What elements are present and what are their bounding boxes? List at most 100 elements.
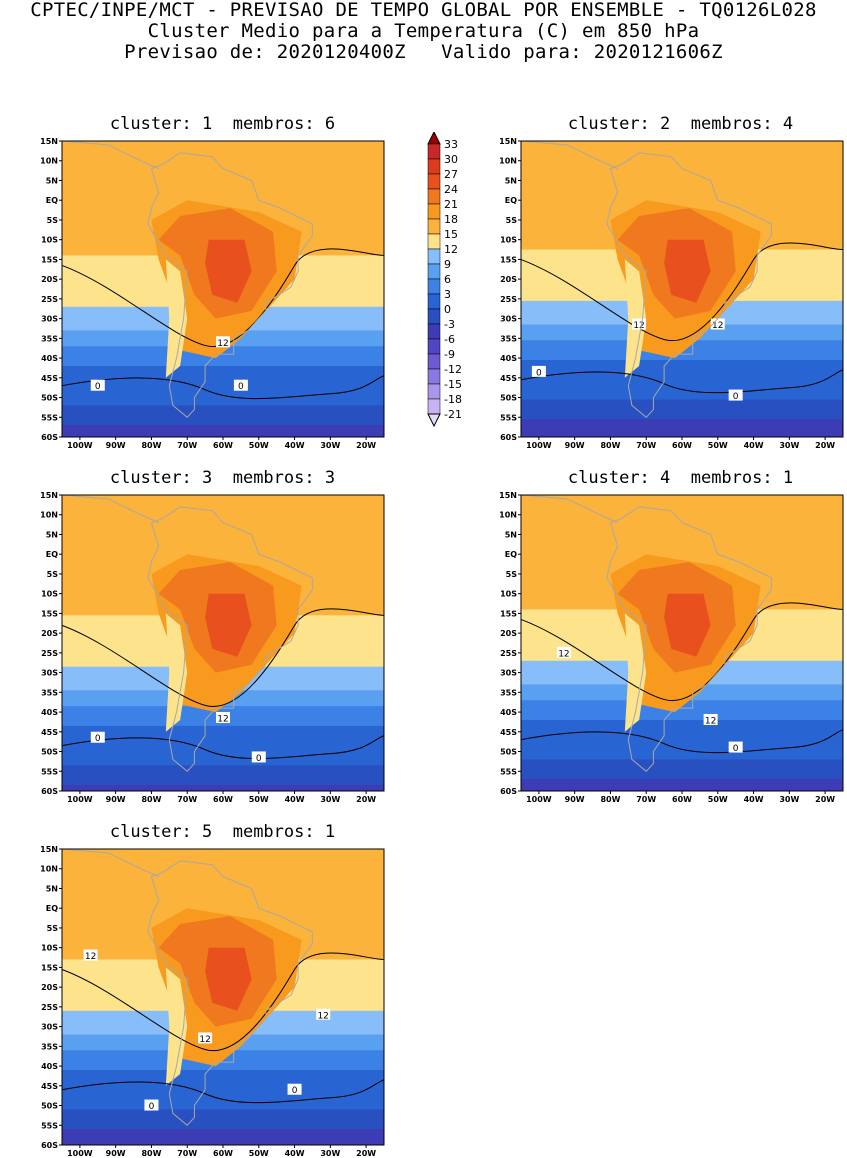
colorbar-swatch	[427, 323, 441, 340]
lat-tick-label: EQ	[46, 550, 58, 559]
contour-label: 12	[217, 339, 228, 349]
lat-tick-label: 30S	[41, 669, 58, 678]
lon-tick-label: 60W	[672, 441, 692, 450]
lat-tick-label: 5N	[46, 530, 58, 539]
lat-tick-label: 10S	[41, 944, 58, 953]
lat-tick-label: 40S	[41, 708, 58, 717]
hot-region-24	[664, 239, 711, 303]
contour-label-bg	[728, 389, 743, 401]
lat-tick-label: 10N	[40, 511, 58, 520]
contour-label: 0	[95, 734, 101, 744]
lat-tick-label: 15S	[41, 963, 58, 972]
map-field: 12 12 0	[520, 494, 844, 791]
lon-tick-label: 80W	[600, 441, 620, 450]
contour-12	[520, 602, 844, 702]
lon-tick-label: 70W	[177, 441, 197, 450]
colorbar-swatch	[427, 158, 441, 175]
lat-tick-label: 5N	[505, 176, 517, 185]
lat-tick-label: 5S	[47, 570, 59, 579]
lat-tick-label: 60S	[500, 787, 517, 796]
lon-tick-label: 90W	[106, 795, 126, 804]
lon-tick-label: 90W	[106, 441, 126, 450]
lat-tick-label: 55S	[41, 767, 58, 776]
lon-tick-label: 40W	[285, 1149, 305, 1158]
lon-tick-label: 20W	[815, 795, 835, 804]
lat-tick-label: 50S	[41, 1102, 58, 1111]
lon-tick-label: 70W	[636, 795, 656, 804]
lon-tick-label: 50W	[708, 441, 728, 450]
contour-12	[61, 248, 385, 348]
hot-region-24	[205, 239, 252, 303]
contour-label: 12	[199, 1035, 210, 1045]
central-america-coastline	[61, 140, 159, 170]
colorbar-level-label: 3	[444, 288, 451, 301]
lat-tick-label: 30S	[41, 315, 58, 324]
lon-tick-label: 30W	[779, 795, 799, 804]
lat-tick-label: 60S	[41, 433, 58, 442]
hot-region-24	[205, 593, 252, 657]
colorbar-level-label: 30	[444, 153, 458, 166]
colorbar-level-label: 21	[444, 198, 458, 211]
colorbar-level-label: 12	[444, 243, 458, 256]
contour-label: 12	[633, 321, 644, 331]
lat-tick-label: 5N	[46, 176, 58, 185]
lat-tick-label: 55S	[41, 1121, 58, 1130]
contour-label: 0	[292, 1086, 298, 1096]
colorbar-swatch	[427, 293, 441, 310]
contour-12	[520, 242, 844, 342]
hot-region-24	[205, 947, 252, 1011]
header-line-1: CPTEC/INPE/MCT - PREVISAO DE TEMPO GLOBA…	[30, 0, 817, 21]
andes-cool-strip	[165, 259, 188, 378]
lon-tick-label: 80W	[141, 795, 161, 804]
colorbar-level-label: -15	[444, 378, 462, 391]
central-america-coastline	[61, 494, 159, 524]
lon-tick-label: 30W	[320, 441, 340, 450]
lat-tick-label: 35S	[500, 688, 517, 697]
contour-0	[61, 1079, 385, 1104]
lat-tick-label: 25S	[41, 649, 58, 658]
contour-label: 0	[733, 744, 739, 754]
lat-tick-label: 35S	[41, 1042, 58, 1051]
lat-tick-label: 20S	[41, 275, 58, 284]
lat-tick-label: 5S	[506, 570, 518, 579]
lat-tick-label: 15S	[500, 255, 517, 264]
lon-tick-label: 30W	[320, 1149, 340, 1158]
colorbar-level-label: 6	[444, 273, 451, 286]
lat-tick-label: 5S	[47, 924, 59, 933]
lat-tick-label: 15N	[40, 845, 58, 854]
contour-0	[61, 375, 385, 400]
contour-label: 0	[149, 1102, 155, 1112]
central-america-coastline	[520, 140, 618, 170]
lon-tick-label: 60W	[672, 795, 692, 804]
header-line-2: Cluster Medio para a Temperatura (C) em …	[147, 20, 700, 42]
colorbar-top-arrow	[427, 130, 441, 145]
lon-tick-label: 20W	[815, 441, 835, 450]
lat-tick-label: 10N	[40, 865, 58, 874]
lat-tick-label: 40S	[500, 708, 517, 717]
map-field: 12 0 0	[61, 494, 385, 791]
lat-tick-label: 55S	[41, 413, 58, 422]
lat-tick-label: 50S	[41, 394, 58, 403]
lat-tick-label: 5S	[47, 216, 59, 225]
lon-tick-label: 60W	[213, 441, 233, 450]
contour-0	[520, 369, 844, 394]
lat-tick-label: 15N	[40, 491, 58, 500]
colorbar-swatch	[427, 383, 441, 400]
colorbar-swatch	[427, 143, 441, 160]
lat-tick-label: 10S	[41, 236, 58, 245]
lon-tick-label: 80W	[141, 441, 161, 450]
contour-label: 12	[217, 714, 228, 724]
colorbar-level-label: -18	[444, 393, 462, 406]
contour-label-bg	[728, 741, 743, 753]
contour-label: 0	[95, 382, 101, 392]
map-panel-2: 12 12 0 0 15N 10N 5N EQ 5S 10S 15S 20S 25S 30S 35S 40S 4…	[483, 137, 845, 450]
south-america-coastline	[147, 860, 313, 1126]
lat-tick-label: 15N	[499, 137, 517, 146]
map-panel-2-svg: 12 12 0 0 15N 10N 5N EQ 5S 10S 15S 20S 25S 30S 35S 40S 4…	[499, 137, 844, 450]
central-america-coastline	[61, 848, 159, 878]
colorbar-level-label: 0	[444, 303, 451, 316]
lon-tick-label: 100W	[526, 795, 552, 804]
lat-tick-label: 20S	[41, 983, 58, 992]
lon-tick-label: 40W	[744, 795, 764, 804]
contour-label: 12	[558, 649, 569, 659]
